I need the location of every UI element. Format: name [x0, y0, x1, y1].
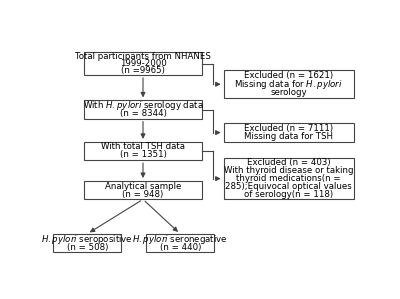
Bar [84, 100, 202, 119]
Bar [146, 234, 214, 252]
Bar [84, 52, 202, 75]
Text: thyroid medications(n =: thyroid medications(n = [236, 174, 341, 183]
Bar [224, 158, 354, 199]
Text: Excluded (n = 403): Excluded (n = 403) [247, 158, 330, 167]
Text: serology: serology [270, 88, 307, 97]
Text: With thyroid disease or taking: With thyroid disease or taking [224, 166, 354, 175]
Text: Missing data for TSH: Missing data for TSH [244, 132, 333, 141]
Bar [224, 71, 354, 98]
Text: of serology(n = 118): of serology(n = 118) [244, 190, 333, 199]
Text: Missing data for $\it{H. pylori}$: Missing data for $\it{H. pylori}$ [234, 78, 343, 91]
Text: (n = 8344): (n = 8344) [120, 109, 166, 118]
Text: (n =9965): (n =9965) [121, 66, 165, 75]
Text: With $\it{H. pylori}$ serology data: With $\it{H. pylori}$ serology data [83, 99, 203, 112]
Bar [84, 142, 202, 160]
Text: 285);Equivocal optical values: 285);Equivocal optical values [225, 182, 352, 191]
Text: Excluded (n = 1621): Excluded (n = 1621) [244, 71, 333, 80]
Bar [224, 123, 354, 142]
Bar [84, 181, 202, 199]
Text: (n = 948): (n = 948) [122, 190, 164, 199]
Text: (n = 508): (n = 508) [66, 242, 108, 251]
Text: With total TSH data: With total TSH data [101, 143, 185, 152]
Text: $\it{H. pylori}$ seronegative: $\it{H. pylori}$ seronegative [132, 233, 228, 245]
Text: Analytical sample: Analytical sample [105, 181, 181, 191]
Text: $\it{H. pylori}$ seropositive: $\it{H. pylori}$ seropositive [41, 233, 133, 245]
Text: (n = 440): (n = 440) [160, 242, 201, 251]
Text: Total participants from NHANES: Total participants from NHANES [75, 52, 211, 61]
Text: (n = 1351): (n = 1351) [120, 150, 166, 159]
Bar [53, 234, 121, 252]
Text: Excluded (n = 7111): Excluded (n = 7111) [244, 124, 333, 133]
Text: 1999-2000: 1999-2000 [120, 59, 166, 68]
